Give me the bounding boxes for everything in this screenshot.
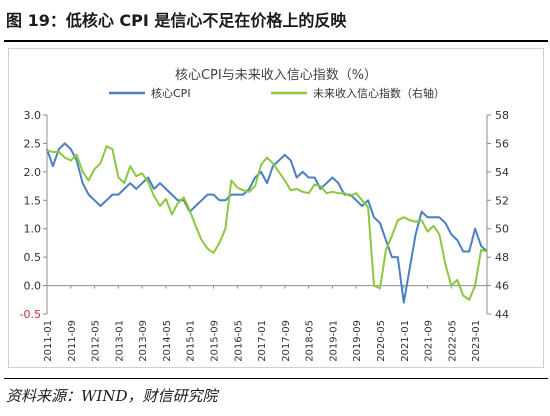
x-tick-label: 2022-05 bbox=[447, 320, 458, 362]
x-tick-label: 2021-09 bbox=[424, 320, 435, 362]
x-tick-label: 2017-09 bbox=[281, 320, 292, 362]
left-tick-label: 1.5 bbox=[24, 194, 42, 207]
series-core-cpi-line bbox=[46, 142, 488, 304]
left-tick-label: 2.5 bbox=[24, 137, 42, 150]
left-tick-label: 2.0 bbox=[24, 166, 42, 179]
right-tick-label: 54 bbox=[495, 166, 509, 179]
x-tick-label: 2015-01 bbox=[186, 320, 197, 362]
left-tick-label: 0.0 bbox=[24, 280, 42, 293]
right-tick-label: 48 bbox=[495, 251, 509, 264]
x-tick-label: 2013-01 bbox=[114, 320, 125, 362]
x-tick-label: 2012-05 bbox=[91, 320, 102, 362]
legend-label: 未来收入信心指数（右轴） bbox=[313, 86, 445, 100]
x-tick-label: 2023-01 bbox=[471, 320, 482, 362]
left-tick-label: 1.0 bbox=[24, 223, 42, 236]
axes: -0.5 0.0 0.5 1.0 1.5 2.0 2.5 3.0 44 46 48 50 52 54 56 5… bbox=[20, 109, 509, 362]
x-tick-label: 2013-09 bbox=[138, 320, 149, 362]
legend: 核心CPI 未来收入信心指数（右轴） bbox=[109, 86, 445, 100]
left-tick-label: -0.5 bbox=[20, 308, 41, 321]
x-tick-label: 2019-09 bbox=[352, 320, 363, 362]
x-tick-label: 2021-01 bbox=[400, 320, 411, 362]
chart-title: 核心CPI与未来收入信心指数（%） bbox=[175, 68, 377, 83]
plot-area bbox=[46, 142, 488, 304]
chart-frame: 核心CPI与未来收入信心指数（%） 核心CPI 未来收入信心指数（右轴） -0.5… bbox=[8, 48, 544, 368]
chart-svg: 核心CPI与未来收入信心指数（%） 核心CPI 未来收入信心指数（右轴） -0.5… bbox=[20, 68, 509, 362]
left-tick-label: 3.0 bbox=[24, 109, 42, 122]
right-tick-label: 52 bbox=[495, 194, 509, 207]
series-income-confidence-line bbox=[46, 145, 488, 301]
title-rule bbox=[4, 40, 548, 42]
source-rule bbox=[4, 378, 548, 379]
source-note: 资料来源：WIND，财信研究院 bbox=[6, 387, 218, 405]
figure-title: 图 19：低核心 CPI 是信心不足在价格上的反映 bbox=[6, 11, 347, 30]
x-tick-label: 2019-01 bbox=[328, 320, 339, 362]
x-tick-label: 2014-05 bbox=[162, 320, 173, 362]
x-tick-label: 2016-05 bbox=[233, 320, 244, 362]
x-tick-label: 2017-01 bbox=[257, 320, 268, 362]
x-tick-label: 2011-09 bbox=[67, 320, 78, 362]
right-tick-label: 46 bbox=[495, 280, 509, 293]
right-tick-label: 50 bbox=[495, 223, 509, 236]
right-tick-label: 44 bbox=[495, 308, 509, 321]
x-tick-label: 2011-01 bbox=[43, 320, 54, 362]
x-tick-label: 2015-09 bbox=[209, 320, 220, 362]
left-tick-label: 0.5 bbox=[24, 251, 42, 264]
right-tick-label: 58 bbox=[495, 109, 509, 122]
legend-label: 核心CPI bbox=[151, 86, 191, 100]
x-tick-label: 2020-05 bbox=[376, 320, 387, 362]
x-tick-label: 2018-05 bbox=[305, 320, 316, 362]
right-tick-label: 56 bbox=[495, 137, 509, 150]
